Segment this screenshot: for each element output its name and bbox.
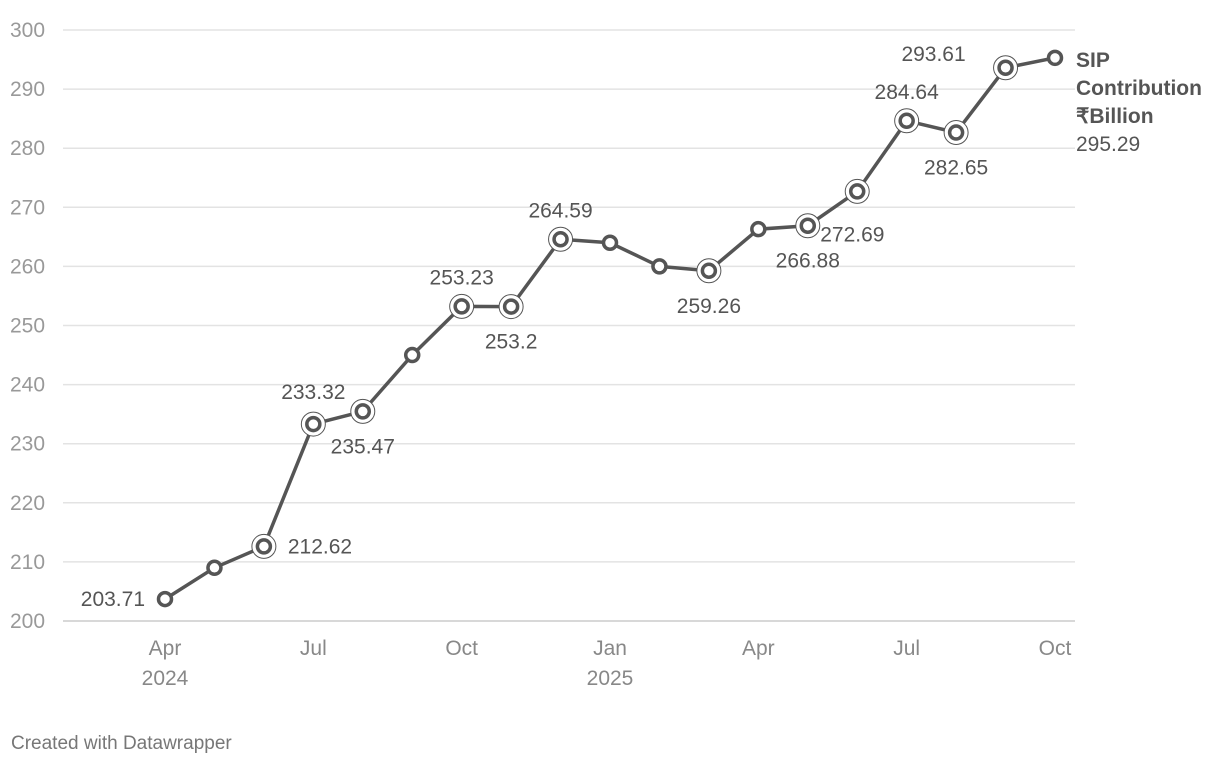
series-name-line: SIP xyxy=(1076,49,1110,72)
series-end-value: 295.29 xyxy=(1076,133,1140,156)
data-point xyxy=(947,124,965,141)
series-line xyxy=(164,56,1056,601)
data-label: 284.64 xyxy=(875,81,940,104)
data-point xyxy=(700,262,718,280)
y-tick-label: 280 xyxy=(10,137,45,160)
data-label: 293.61 xyxy=(901,43,965,66)
data-label: 272.69 xyxy=(820,223,884,246)
data-label: 203.71 xyxy=(81,588,145,611)
y-tick-label: 210 xyxy=(10,551,45,574)
gridlines xyxy=(63,29,1075,622)
data-point xyxy=(354,403,372,420)
data-point xyxy=(997,59,1014,77)
data-point xyxy=(156,590,174,608)
credit-text: Created with Datawrapper xyxy=(11,733,232,754)
data-label: 259.26 xyxy=(677,295,741,318)
line-chart: 200 210 220 230 240 250 260 270 280 290 300 Apr 202… xyxy=(10,19,1202,690)
y-tick-label: 260 xyxy=(10,255,45,278)
data-point xyxy=(898,112,915,130)
data-point xyxy=(453,298,470,315)
y-tick-label: 200 xyxy=(10,610,45,633)
y-tick-label: 230 xyxy=(10,433,45,456)
data-label: 253.23 xyxy=(430,266,494,289)
data-label: 282.65 xyxy=(924,157,988,180)
x-tick-label: Oct xyxy=(1039,637,1072,660)
y-tick-label: 300 xyxy=(10,19,45,42)
data-label: 266.88 xyxy=(776,250,840,273)
y-axis-ticks: 200 210 220 230 240 250 260 270 280 290 300 xyxy=(10,19,45,633)
y-tick-label: 250 xyxy=(10,315,45,338)
data-label: 264.59 xyxy=(528,199,592,222)
series-end-label: SIP Contribution ₹Billion 295.29 xyxy=(1076,49,1202,156)
data-point xyxy=(750,220,767,238)
data-label: 253.2 xyxy=(485,331,538,354)
data-point xyxy=(601,234,619,252)
data-point xyxy=(403,346,421,364)
data-point xyxy=(848,183,866,200)
y-tick-label: 220 xyxy=(10,492,45,515)
data-point xyxy=(1046,49,1064,67)
y-tick-label: 240 xyxy=(10,374,45,397)
x-tick-label: Jan xyxy=(593,637,627,660)
data-label: 212.62 xyxy=(288,535,352,558)
y-tick-label: 270 xyxy=(10,196,45,219)
data-label: 235.47 xyxy=(331,435,395,458)
data-label: 233.32 xyxy=(281,381,345,404)
data-points xyxy=(156,49,1064,608)
x-tick-label: Oct xyxy=(445,637,478,660)
data-point xyxy=(502,298,520,315)
data-point xyxy=(305,415,322,433)
x-axis-ticks: Apr 2024 Jul Oct Jan 2025 Apr Jul Oct xyxy=(142,637,1072,690)
data-point xyxy=(651,258,668,275)
data-point xyxy=(552,231,569,248)
x-tick-label: Jul xyxy=(300,637,327,660)
x-tick-label: Apr xyxy=(742,637,775,660)
x-tick-label: Jul xyxy=(893,637,920,660)
series-name-line: Contribution xyxy=(1076,77,1202,100)
series-name-line: ₹Billion xyxy=(1076,105,1154,128)
data-labels: 203.71 212.62 233.32 235.47 253.23 253.2 264.5… xyxy=(81,43,988,611)
x-tick-label: Apr xyxy=(149,637,182,660)
x-tick-year-label: 2024 xyxy=(142,667,189,690)
data-point xyxy=(255,538,273,555)
data-point xyxy=(799,217,817,234)
x-tick-year-label: 2025 xyxy=(587,667,634,690)
y-tick-label: 290 xyxy=(10,78,45,101)
data-point xyxy=(206,559,223,577)
